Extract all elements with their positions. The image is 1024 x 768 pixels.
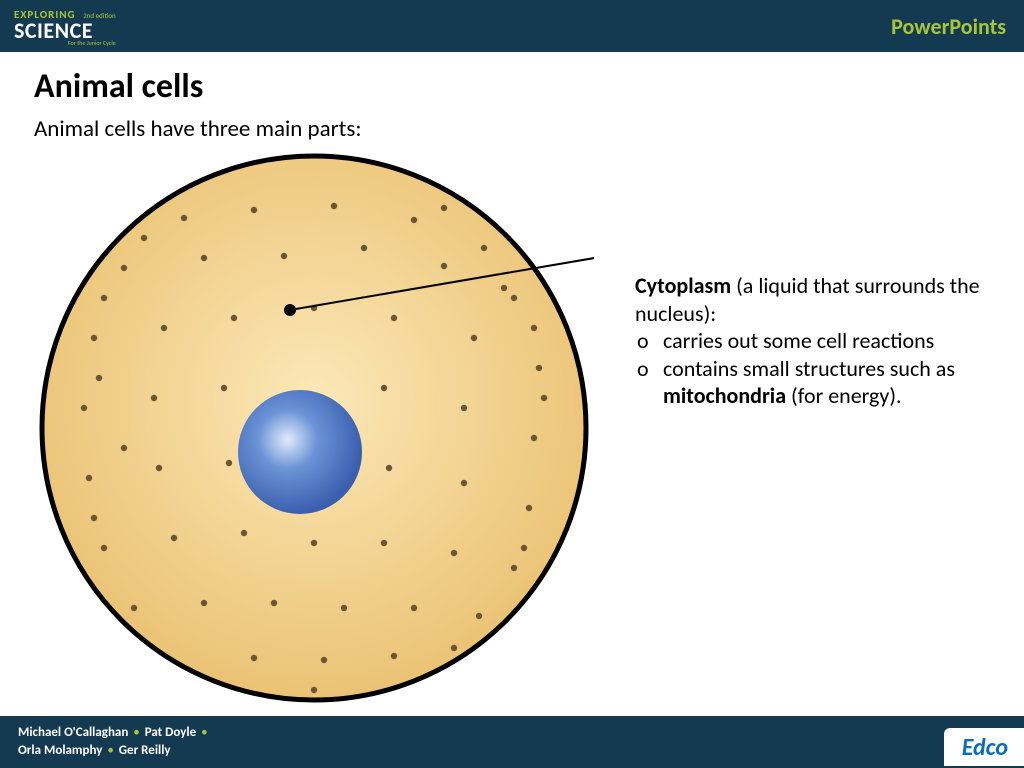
cytoplasm-speck [311,687,317,693]
cytoplasm-speck [101,545,107,551]
cytoplasm-speck [131,605,137,611]
leader-dot [284,304,296,316]
authors-block: Michael O'Callaghan • Pat Doyle • Orla M… [18,724,210,760]
cytoplasm-speck [381,540,387,546]
cytoplasm-speck [91,335,97,341]
cytoplasm-speck [271,600,277,606]
cytoplasm-speck [381,385,387,391]
slide-subtitle: Animal cells have three main parts: [34,115,990,143]
cytoplasm-speck [541,395,547,401]
cytoplasm-speck [441,205,447,211]
publisher-name: Edco [962,733,1008,762]
cytoplasm-speck [311,540,317,546]
cytoplasm-speck [241,530,247,536]
cytoplasm-speck [201,600,207,606]
cytoplasm-speck [531,325,537,331]
cytoplasm-speck [251,655,257,661]
brand-logo: EXPLORING 2nd edition SCIENCE For the Ju… [14,6,116,46]
cytoplasm-speck [156,465,162,471]
nucleus [238,390,362,514]
cytoplasm-speck [321,657,327,663]
cytoplasm-speck [201,255,207,261]
annotation-term: Cytoplasm [635,272,731,299]
cytoplasm-speck [511,295,517,301]
cytoplasm-speck [121,445,127,451]
cytoplasm-speck [341,605,347,611]
cytoplasm-speck [231,315,237,321]
cytoplasm-speck [121,265,127,271]
cytoplasm-speck [531,435,537,441]
publisher-tab: Edco [944,728,1024,766]
author-name: Orla Molamphy [18,743,102,758]
author-name: Michael O'Callaghan [18,725,128,740]
cytoplasm-speck [521,545,527,551]
cytoplasm-speck [471,335,477,341]
separator-dot-icon: • [131,725,141,740]
cytoplasm-speck [391,315,397,321]
cytoplasm-speck [386,465,392,471]
cytoplasm-speck [501,285,507,291]
cell-svg [34,148,594,708]
cytoplasm-speck [476,613,482,619]
cytoplasm-speck [226,460,232,466]
cytoplasm-speck [181,215,187,221]
cytoplasm-speck [91,515,97,521]
cytoplasm-speck [331,203,337,209]
cytoplasm-speck [361,245,367,251]
cytoplasm-speck [81,405,87,411]
cytoplasm-speck [251,207,257,213]
cytoplasm-speck [461,480,467,486]
annotation-bullet: carries out some cell reactions [635,327,995,355]
powerpoints-label: PowerPoints [891,13,1006,40]
cytoplasm-speck [441,263,447,269]
annotation-list: carries out some cell reactions contains… [635,327,995,410]
separator-dot-icon: • [199,725,209,740]
cytoplasm-speck [161,325,167,331]
cytoplasm-speck [221,385,227,391]
slide-title: Animal cells [34,66,990,107]
header-bar: EXPLORING 2nd edition SCIENCE For the Ju… [0,0,1024,52]
cytoplasm-speck [171,535,177,541]
author-name: Ger Reilly [119,743,171,758]
cell-diagram [34,148,594,708]
cytoplasm-speck [526,505,532,511]
cytoplasm-speck [451,550,457,556]
cytoplasm-speck [511,565,517,571]
cytoplasm-speck [536,365,542,371]
cytoplasm-speck [96,375,102,381]
annotation-bullet: contains small structures such as mitoch… [635,355,995,410]
cytoplasm-speck [281,253,287,259]
cytoplasm-speck [101,295,107,301]
cytoplasm-speck [141,235,147,241]
cytoplasm-speck [411,217,417,223]
cytoplasm-speck [86,475,92,481]
footer-bar: Michael O'Callaghan • Pat Doyle • Orla M… [0,716,1024,768]
cytoplasm-speck [481,245,487,251]
cytoplasm-speck [391,653,397,659]
cytoplasm-speck [411,605,417,611]
cytoplasm-speck [461,405,467,411]
separator-dot-icon: • [105,743,115,758]
cytoplasm-speck [151,395,157,401]
author-name: Pat Doyle [145,725,196,740]
slide-content: Animal cells Animal cells have three mai… [0,52,1024,716]
cytoplasm-speck [451,645,457,651]
annotation-block: Cytoplasm (a liquid that surrounds the n… [635,272,995,410]
